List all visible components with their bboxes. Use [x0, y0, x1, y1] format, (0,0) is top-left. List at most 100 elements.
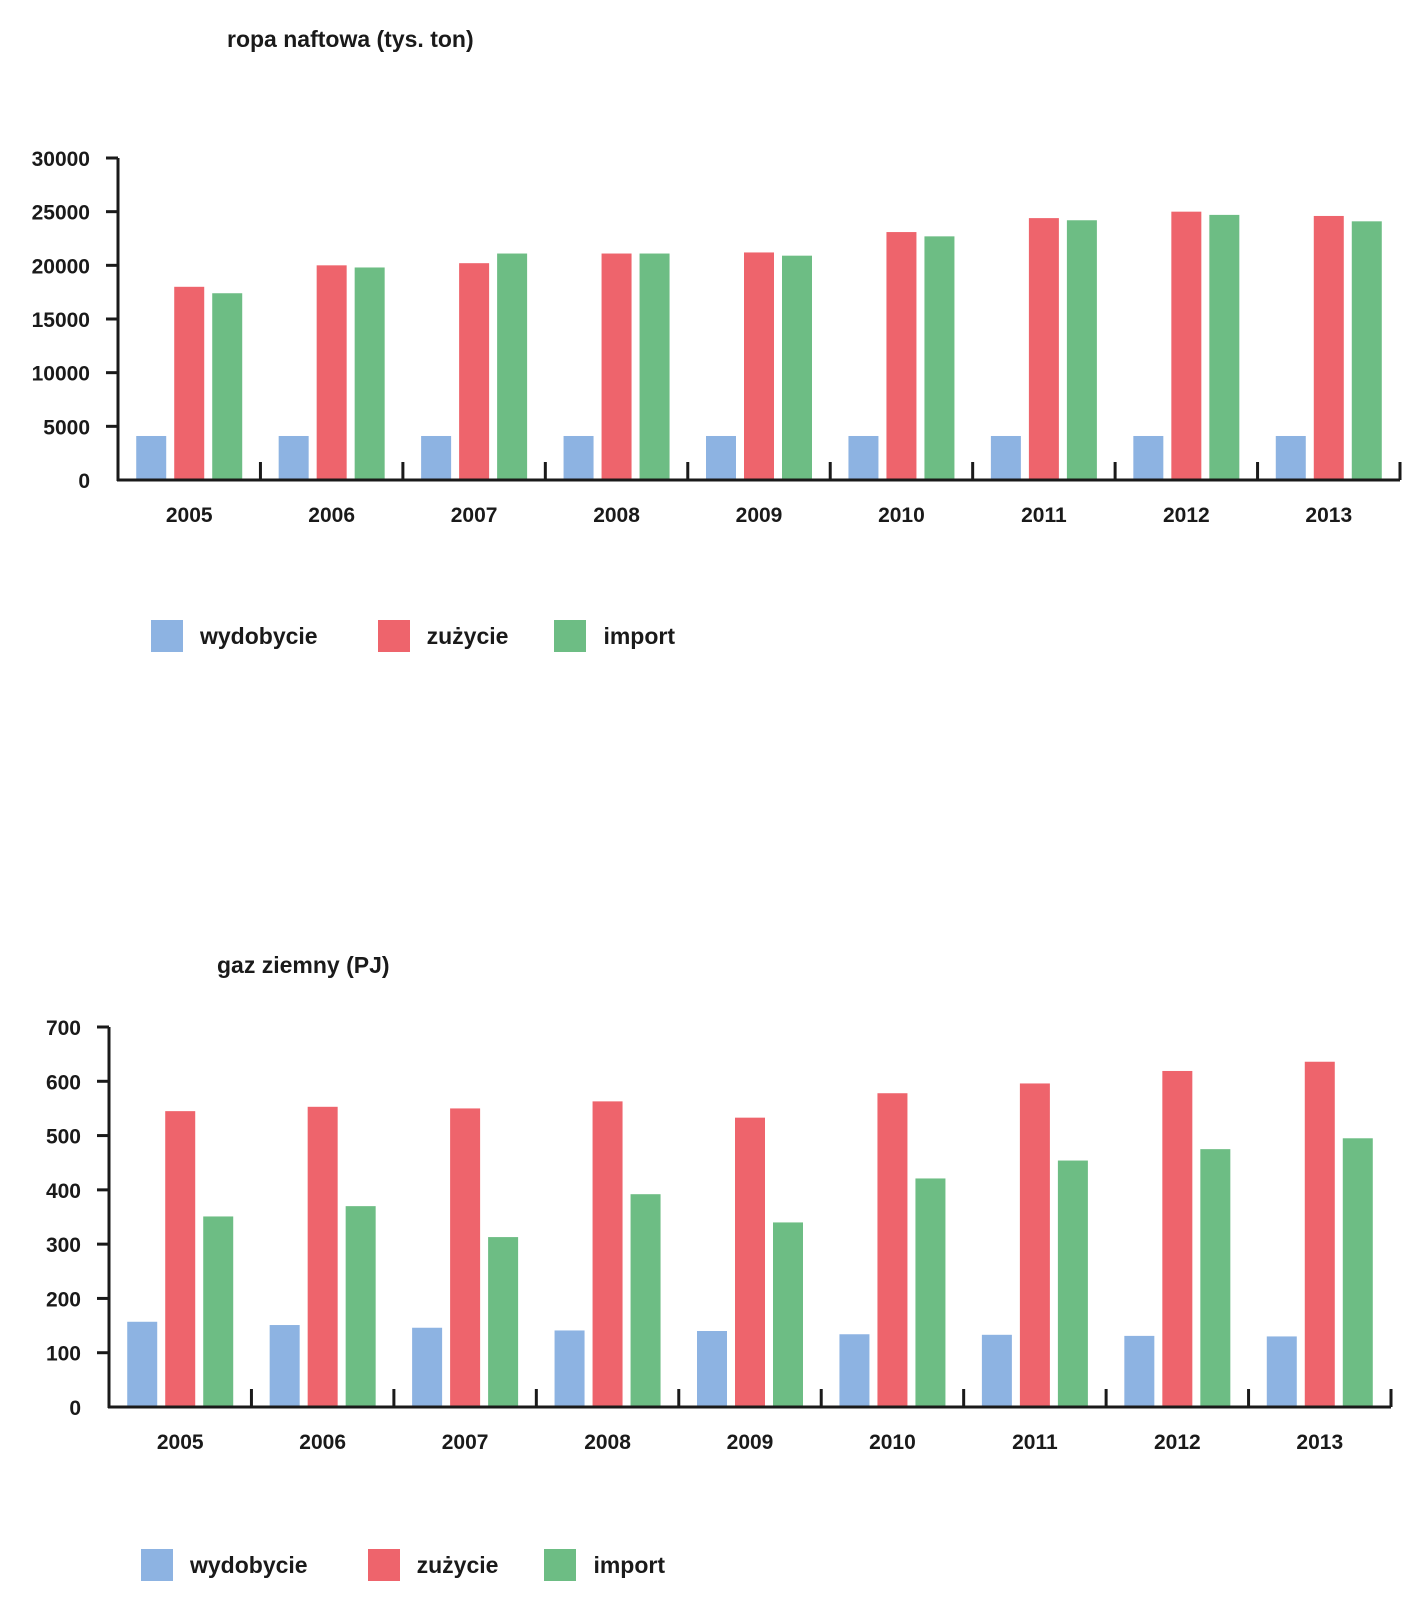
- oil-bar-zużycie-2008: [601, 253, 632, 479]
- gas-bar-import-2012: [1200, 1149, 1231, 1406]
- legend-label: zużycie: [416, 1551, 499, 1578]
- gas-y-tick-label: 400: [46, 1180, 81, 1203]
- oil-x-tick-label: 2010: [878, 504, 925, 527]
- gas-bar-chart: 0 100 200 300 400 500 600 700 2005 2006 2007 2008 20…: [46, 1017, 1393, 1454]
- gas-bar-zużycie-2008: [592, 1101, 623, 1406]
- gas-y-tick-label: 600: [46, 1071, 81, 1094]
- gas-y-tick-label: 100: [46, 1343, 81, 1366]
- gas-x-tick-label: 2010: [869, 1431, 916, 1454]
- legend-swatch-wydobycie: [141, 1549, 173, 1581]
- gas-bar-wydobycie-2013: [1266, 1336, 1297, 1406]
- gas-x-tick-label: 2007: [442, 1431, 489, 1454]
- oil-chart-title: ropa naftowa (tys. ton): [227, 26, 474, 52]
- gas-x-tick-label: 2012: [1154, 1431, 1201, 1454]
- gas-x-tick-label: 2005: [157, 1431, 204, 1454]
- oil-chart-legend: wydobycie zużycie import: [151, 620, 721, 652]
- oil-x-tick-label: 2011: [1021, 504, 1067, 527]
- oil-bar-import-2008: [639, 253, 670, 479]
- oil-bar-zużycie-2009: [744, 252, 774, 479]
- oil-y-tick-label: 30000: [32, 148, 90, 171]
- legend-swatch-wydobycie: [151, 620, 183, 652]
- oil-y-tick-label: 5000: [43, 416, 90, 439]
- gas-x-tick-label: 2013: [1296, 1431, 1343, 1454]
- legend-item-import: import: [554, 620, 675, 652]
- gas-y-tick-label: 700: [46, 1017, 81, 1040]
- oil-x-tick-label: 2007: [451, 504, 498, 527]
- legend-swatch-zuzycie: [367, 1549, 400, 1581]
- oil-bar-zużycie-2012: [1171, 211, 1202, 479]
- oil-bar-wydobycie-2010: [848, 435, 879, 479]
- gas-bar-wydobycie-2010: [839, 1334, 870, 1406]
- oil-y-tick-label: 0: [78, 470, 90, 493]
- gas-y-tick-label: 500: [46, 1126, 81, 1149]
- legend-swatch-import: [554, 620, 587, 652]
- oil-x-tick-label: 2005: [166, 504, 213, 527]
- oil-bar-import-2010: [924, 236, 955, 479]
- gas-bar-zużycie-2007: [450, 1108, 481, 1406]
- legend-item-wydobycie: wydobycie: [151, 620, 318, 652]
- oil-bar-zużycie-2010: [886, 232, 917, 479]
- gas-bar-import-2005: [203, 1216, 234, 1406]
- gas-bar-import-2010: [915, 1178, 946, 1406]
- oil-x-tick-label: 2008: [593, 504, 640, 527]
- oil-bar-import-2006: [354, 267, 385, 479]
- gas-x-tick-label: 2011: [1012, 1431, 1058, 1454]
- gas-bar-wydobycie-2012: [1124, 1335, 1155, 1406]
- oil-bar-import-2012: [1209, 214, 1240, 479]
- gas-bar-import-2013: [1342, 1138, 1373, 1406]
- oil-bar-wydobycie-2005: [136, 435, 167, 479]
- oil-bar-wydobycie-2009: [706, 435, 736, 479]
- gas-bar-zużycie-2005: [165, 1111, 196, 1406]
- gas-bar-wydobycie-2005: [127, 1321, 158, 1406]
- oil-y-tick-label: 25000: [32, 202, 90, 225]
- oil-bar-wydobycie-2012: [1133, 435, 1164, 479]
- oil-bar-wydobycie-2011: [990, 435, 1021, 479]
- oil-bar-wydobycie-2008: [563, 435, 594, 479]
- oil-bar-import-2007: [497, 253, 528, 479]
- legend-item-wydobycie: wydobycie: [141, 1549, 308, 1581]
- oil-y-tick-label: 15000: [32, 309, 90, 332]
- gas-chart-title: gaz ziemny (PJ): [217, 952, 390, 978]
- gas-bar-wydobycie-2007: [412, 1327, 443, 1406]
- gas-bar-import-2009: [773, 1222, 803, 1406]
- oil-bar-zużycie-2005: [174, 286, 205, 479]
- legend-label: wydobycie: [190, 1551, 308, 1578]
- gas-y-tick-label: 0: [69, 1397, 81, 1420]
- oil-bar-zużycie-2006: [316, 265, 347, 479]
- oil-bar-import-2009: [782, 255, 812, 479]
- gas-bar-wydobycie-2006: [269, 1325, 300, 1406]
- gas-y-tick-label: 200: [46, 1288, 81, 1311]
- oil-bar-import-2011: [1066, 220, 1097, 479]
- oil-bar-wydobycie-2013: [1275, 435, 1306, 479]
- oil-y-tick-label: 20000: [32, 255, 90, 278]
- legend-item-zuzycie: zużycie: [367, 1549, 499, 1581]
- gas-chart-legend: wydobycie zużycie import: [141, 1549, 711, 1581]
- oil-bar-wydobycie-2007: [421, 435, 452, 479]
- gas-x-tick-label: 2006: [299, 1431, 346, 1454]
- gas-bar-import-2011: [1057, 1160, 1088, 1406]
- gas-bar-zużycie-2011: [1019, 1083, 1050, 1406]
- gas-bar-wydobycie-2011: [981, 1334, 1012, 1406]
- gas-bar-zużycie-2012: [1162, 1070, 1193, 1406]
- oil-bar-chart: 0 5000 10000 15000 20000 25000 30000 2005 2006 20…: [32, 148, 1402, 527]
- gas-y-tick-label: 300: [46, 1234, 81, 1257]
- gas-bar-zużycie-2010: [877, 1093, 908, 1406]
- gas-bar-wydobycie-2009: [697, 1331, 727, 1406]
- oil-bar-zużycie-2013: [1313, 215, 1344, 479]
- oil-x-tick-label: 2012: [1163, 504, 1210, 527]
- oil-x-tick-label: 2006: [308, 504, 355, 527]
- gas-bar-import-2008: [630, 1194, 661, 1406]
- gas-bar-zużycie-2006: [307, 1106, 338, 1406]
- gas-bar-wydobycie-2008: [554, 1330, 585, 1406]
- legend-label: import: [593, 1551, 665, 1578]
- gas-bar-import-2006: [345, 1206, 376, 1406]
- gas-bar-import-2007: [488, 1237, 519, 1406]
- legend-label: wydobycie: [200, 622, 318, 649]
- oil-bar-wydobycie-2006: [278, 435, 309, 479]
- gas-x-tick-label: 2008: [584, 1431, 631, 1454]
- legend-label: zużycie: [426, 622, 509, 649]
- oil-x-tick-label: 2013: [1305, 504, 1352, 527]
- oil-bar-zużycie-2011: [1028, 218, 1059, 479]
- legend-item-zuzycie: zużycie: [377, 620, 509, 652]
- oil-bar-zużycie-2007: [459, 263, 490, 479]
